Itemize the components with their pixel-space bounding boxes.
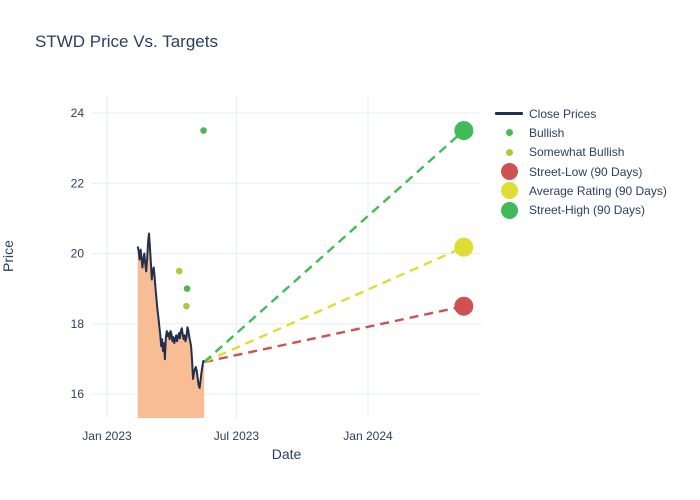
average-rating-dot-icon bbox=[494, 182, 524, 200]
street-high-dot-icon bbox=[494, 201, 524, 219]
legend-label: Close Prices bbox=[529, 106, 597, 121]
somewhat-bullish-marker[interactable] bbox=[175, 267, 183, 275]
somewhat-bullish-marker[interactable] bbox=[183, 302, 190, 310]
legend-item-average-rating[interactable]: Average Rating (90 Days) bbox=[494, 181, 696, 200]
legend-item-bullish[interactable]: Bullish bbox=[494, 123, 696, 142]
target-line-street-high-days bbox=[203, 129, 465, 363]
y-tick-label: 16 bbox=[71, 387, 85, 401]
x-axis-title: Date bbox=[271, 446, 302, 462]
legend-item-street-high[interactable]: Street-High (90 Days) bbox=[494, 200, 696, 219]
target-marker-street-low-days[interactable] bbox=[454, 296, 474, 316]
x-tick-label: Jul 2023 bbox=[214, 429, 260, 443]
legend: Close Prices Bullish Somewhat Bullish St… bbox=[494, 104, 696, 220]
chart-title: STWD Price Vs. Targets bbox=[35, 32, 218, 51]
close-prices-line-swatch-icon bbox=[494, 112, 524, 116]
y-tick-label: 22 bbox=[71, 176, 85, 190]
x-tick-label: Jan 2024 bbox=[343, 429, 393, 443]
target-marker-average-rating-days[interactable] bbox=[454, 237, 474, 257]
legend-label: Somewhat Bullish bbox=[529, 145, 625, 160]
legend-label: Bullish bbox=[529, 125, 565, 140]
legend-label: Street-Low (90 Days) bbox=[529, 164, 643, 179]
somewhat-bullish-dot-icon bbox=[494, 148, 524, 156]
target-line-average-rating-days bbox=[203, 246, 465, 364]
x-tick-label: Jan 2023 bbox=[82, 429, 132, 443]
legend-item-somewhat-bullish[interactable]: Somewhat Bullish bbox=[494, 143, 696, 162]
y-tick-label: 20 bbox=[71, 247, 85, 261]
target-marker-street-high-days[interactable] bbox=[454, 121, 474, 141]
bullish-marker[interactable] bbox=[200, 127, 207, 134]
close-price-line[interactable] bbox=[136, 232, 205, 389]
street-low-dot-icon bbox=[494, 163, 524, 181]
bullish-marker[interactable] bbox=[183, 285, 191, 292]
bullish-dot-icon bbox=[494, 129, 524, 137]
legend-label: Street-High (90 Days) bbox=[529, 203, 646, 218]
y-tick-label: 18 bbox=[71, 317, 85, 331]
y-axis-title: Price bbox=[0, 240, 16, 272]
legend-item-street-low[interactable]: Street-Low (90 Days) bbox=[494, 162, 696, 181]
legend-item-close-prices[interactable]: Close Prices bbox=[494, 104, 696, 123]
legend-label: Average Rating (90 Days) bbox=[529, 183, 667, 198]
y-tick-label: 24 bbox=[71, 106, 85, 120]
